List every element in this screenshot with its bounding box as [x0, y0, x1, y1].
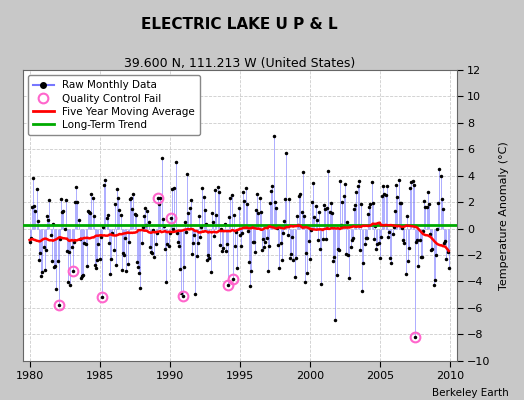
Legend: Raw Monthly Data, Quality Control Fail, Five Year Moving Average, Long-Term Tren: Raw Monthly Data, Quality Control Fail, …: [28, 75, 200, 135]
Y-axis label: Temperature Anomaly (°C): Temperature Anomaly (°C): [499, 141, 509, 290]
Text: Berkeley Earth: Berkeley Earth: [432, 388, 508, 398]
Text: ELECTRIC LAKE U P & L: ELECTRIC LAKE U P & L: [141, 17, 338, 32]
Title: 39.600 N, 111.213 W (United States): 39.600 N, 111.213 W (United States): [124, 57, 355, 70]
